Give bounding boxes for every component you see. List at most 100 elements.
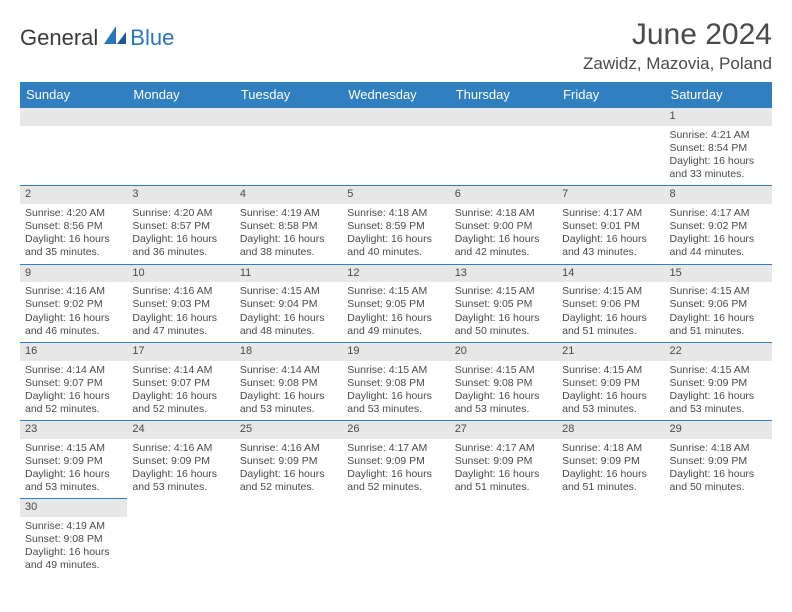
- calendar-day-cell: 9Sunrise: 4:16 AMSunset: 9:02 PMDaylight…: [20, 264, 127, 342]
- day-number: 21: [557, 343, 664, 361]
- day-number: 7: [557, 186, 664, 204]
- daylight-line: Daylight: 16 hours and 48 minutes.: [240, 312, 337, 338]
- sunrise-line: Sunrise: 4:15 AM: [240, 285, 337, 298]
- daylight-line: Daylight: 16 hours and 51 minutes.: [562, 468, 659, 494]
- day-body: Sunrise: 4:19 AMSunset: 8:58 PMDaylight:…: [235, 204, 342, 264]
- sunrise-line: Sunrise: 4:15 AM: [455, 364, 552, 377]
- day-number: 8: [665, 186, 772, 204]
- daylight-line: Daylight: 16 hours and 53 minutes.: [670, 390, 767, 416]
- daylight-line: Daylight: 16 hours and 36 minutes.: [132, 233, 229, 259]
- title-block: June 2024 Zawidz, Mazovia, Poland: [583, 18, 772, 74]
- calendar-day-cell: [450, 108, 557, 186]
- daylight-line: Daylight: 16 hours and 53 minutes.: [240, 390, 337, 416]
- calendar-day-cell: [235, 108, 342, 186]
- day-body: Sunrise: 4:15 AMSunset: 9:04 PMDaylight:…: [235, 282, 342, 342]
- calendar-day-cell: 16Sunrise: 4:14 AMSunset: 9:07 PMDayligh…: [20, 342, 127, 420]
- calendar-day-cell: 18Sunrise: 4:14 AMSunset: 9:08 PMDayligh…: [235, 342, 342, 420]
- weekday-header: Saturday: [665, 82, 772, 108]
- sunrise-line: Sunrise: 4:18 AM: [670, 442, 767, 455]
- day-number: 28: [557, 421, 664, 439]
- sunset-line: Sunset: 9:02 PM: [25, 298, 122, 311]
- sunrise-line: Sunrise: 4:15 AM: [347, 285, 444, 298]
- calendar-day-cell: 21Sunrise: 4:15 AMSunset: 9:09 PMDayligh…: [557, 342, 664, 420]
- calendar-table: Sunday Monday Tuesday Wednesday Thursday…: [20, 82, 772, 577]
- weekday-header: Wednesday: [342, 82, 449, 108]
- weekday-header: Friday: [557, 82, 664, 108]
- calendar-day-cell: 26Sunrise: 4:17 AMSunset: 9:09 PMDayligh…: [342, 421, 449, 499]
- calendar-day-cell: [557, 108, 664, 186]
- sunrise-line: Sunrise: 4:15 AM: [562, 364, 659, 377]
- day-body: Sunrise: 4:18 AMSunset: 8:59 PMDaylight:…: [342, 204, 449, 264]
- sunrise-line: Sunrise: 4:17 AM: [562, 207, 659, 220]
- day-body: Sunrise: 4:15 AMSunset: 9:05 PMDaylight:…: [342, 282, 449, 342]
- calendar-day-cell: 5Sunrise: 4:18 AMSunset: 8:59 PMDaylight…: [342, 186, 449, 264]
- daylight-line: Daylight: 16 hours and 50 minutes.: [455, 312, 552, 338]
- sunrise-line: Sunrise: 4:15 AM: [670, 285, 767, 298]
- sunset-line: Sunset: 9:05 PM: [455, 298, 552, 311]
- sunrise-line: Sunrise: 4:15 AM: [562, 285, 659, 298]
- daylight-line: Daylight: 16 hours and 52 minutes.: [132, 390, 229, 416]
- sunset-line: Sunset: 8:59 PM: [347, 220, 444, 233]
- sunset-line: Sunset: 9:08 PM: [240, 377, 337, 390]
- sunset-line: Sunset: 8:57 PM: [132, 220, 229, 233]
- sunrise-line: Sunrise: 4:17 AM: [455, 442, 552, 455]
- calendar-day-cell: 11Sunrise: 4:15 AMSunset: 9:04 PMDayligh…: [235, 264, 342, 342]
- sunset-line: Sunset: 9:07 PM: [132, 377, 229, 390]
- logo-text-general: General: [20, 25, 98, 51]
- calendar-day-cell: [127, 499, 234, 577]
- daylight-line: Daylight: 16 hours and 50 minutes.: [670, 468, 767, 494]
- day-body: Sunrise: 4:15 AMSunset: 9:08 PMDaylight:…: [342, 361, 449, 421]
- calendar-day-cell: 22Sunrise: 4:15 AMSunset: 9:09 PMDayligh…: [665, 342, 772, 420]
- calendar-day-cell: 24Sunrise: 4:16 AMSunset: 9:09 PMDayligh…: [127, 421, 234, 499]
- calendar-day-cell: 20Sunrise: 4:15 AMSunset: 9:08 PMDayligh…: [450, 342, 557, 420]
- sunset-line: Sunset: 8:56 PM: [25, 220, 122, 233]
- sunset-line: Sunset: 9:09 PM: [670, 455, 767, 468]
- daylight-line: Daylight: 16 hours and 51 minutes.: [562, 312, 659, 338]
- sunrise-line: Sunrise: 4:17 AM: [347, 442, 444, 455]
- calendar-day-cell: 6Sunrise: 4:18 AMSunset: 9:00 PMDaylight…: [450, 186, 557, 264]
- sunrise-line: Sunrise: 4:15 AM: [25, 442, 122, 455]
- daylight-line: Daylight: 16 hours and 53 minutes.: [25, 468, 122, 494]
- calendar-week-row: 30Sunrise: 4:19 AMSunset: 9:08 PMDayligh…: [20, 499, 772, 577]
- sunrise-line: Sunrise: 4:14 AM: [25, 364, 122, 377]
- calendar-day-cell: 30Sunrise: 4:19 AMSunset: 9:08 PMDayligh…: [20, 499, 127, 577]
- day-number: 22: [665, 343, 772, 361]
- day-body: Sunrise: 4:16 AMSunset: 9:02 PMDaylight:…: [20, 282, 127, 342]
- day-body: Sunrise: 4:19 AMSunset: 9:08 PMDaylight:…: [20, 517, 127, 577]
- daylight-line: Daylight: 16 hours and 49 minutes.: [347, 312, 444, 338]
- day-body: Sunrise: 4:14 AMSunset: 9:07 PMDaylight:…: [127, 361, 234, 421]
- sunrise-line: Sunrise: 4:18 AM: [347, 207, 444, 220]
- sunset-line: Sunset: 9:08 PM: [347, 377, 444, 390]
- sunrise-line: Sunrise: 4:21 AM: [670, 129, 767, 142]
- sunset-line: Sunset: 9:09 PM: [562, 377, 659, 390]
- day-number: 17: [127, 343, 234, 361]
- calendar-day-cell: 12Sunrise: 4:15 AMSunset: 9:05 PMDayligh…: [342, 264, 449, 342]
- sunset-line: Sunset: 8:58 PM: [240, 220, 337, 233]
- sunset-line: Sunset: 9:01 PM: [562, 220, 659, 233]
- daylight-line: Daylight: 16 hours and 52 minutes.: [25, 390, 122, 416]
- sunset-line: Sunset: 9:08 PM: [455, 377, 552, 390]
- calendar-day-cell: 1Sunrise: 4:21 AMSunset: 8:54 PMDaylight…: [665, 108, 772, 186]
- day-number: 9: [20, 265, 127, 283]
- sunset-line: Sunset: 9:09 PM: [347, 455, 444, 468]
- day-body: Sunrise: 4:17 AMSunset: 9:09 PMDaylight:…: [342, 439, 449, 499]
- sunset-line: Sunset: 9:09 PM: [670, 377, 767, 390]
- day-body: Sunrise: 4:18 AMSunset: 9:09 PMDaylight:…: [557, 439, 664, 499]
- logo: General Blue: [20, 24, 174, 51]
- day-number: 15: [665, 265, 772, 283]
- day-number: 20: [450, 343, 557, 361]
- calendar-day-cell: 15Sunrise: 4:15 AMSunset: 9:06 PMDayligh…: [665, 264, 772, 342]
- day-number: 27: [450, 421, 557, 439]
- day-number: 25: [235, 421, 342, 439]
- day-number: 6: [450, 186, 557, 204]
- calendar-day-cell: 10Sunrise: 4:16 AMSunset: 9:03 PMDayligh…: [127, 264, 234, 342]
- calendar-day-cell: 7Sunrise: 4:17 AMSunset: 9:01 PMDaylight…: [557, 186, 664, 264]
- logo-text-blue: Blue: [130, 25, 174, 51]
- daylight-line: Daylight: 16 hours and 38 minutes.: [240, 233, 337, 259]
- calendar-day-cell: [20, 108, 127, 186]
- day-body: Sunrise: 4:15 AMSunset: 9:09 PMDaylight:…: [665, 361, 772, 421]
- day-number: 16: [20, 343, 127, 361]
- calendar-day-cell: 8Sunrise: 4:17 AMSunset: 9:02 PMDaylight…: [665, 186, 772, 264]
- day-number: 11: [235, 265, 342, 283]
- weekday-header: Monday: [127, 82, 234, 108]
